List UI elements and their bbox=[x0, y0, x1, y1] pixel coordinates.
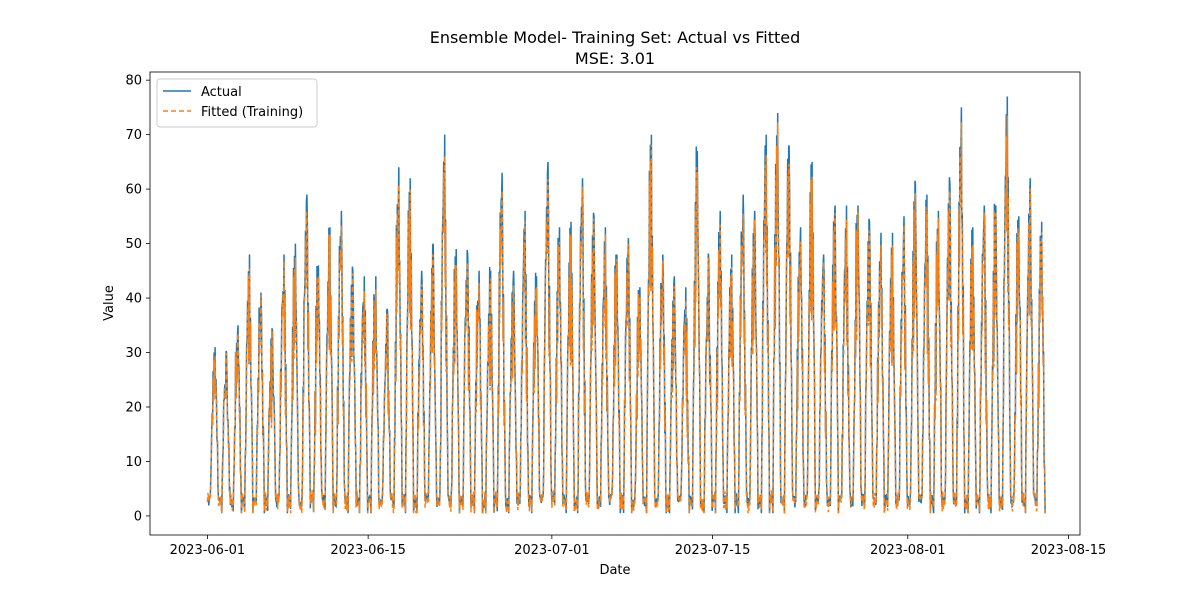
x-tick-label: 2023-06-15 bbox=[330, 543, 406, 558]
x-tick-label: 2023-06-01 bbox=[170, 543, 246, 558]
series-layer bbox=[206, 96, 1046, 514]
y-axis-label: Value bbox=[102, 285, 117, 321]
y-tick-label: 80 bbox=[125, 74, 142, 89]
chart-subtitle: MSE: 3.01 bbox=[575, 49, 655, 68]
y-tick-label: 20 bbox=[125, 400, 142, 415]
y-tick-label: 50 bbox=[125, 237, 142, 252]
x-tick-label: 2023-07-01 bbox=[514, 543, 590, 558]
legend-frame bbox=[156, 78, 318, 128]
y-tick-label: 60 bbox=[125, 183, 142, 198]
plot-frame bbox=[149, 71, 1081, 536]
x-tick-label: 2023-08-01 bbox=[870, 543, 946, 558]
y-tick-label: 70 bbox=[125, 128, 142, 143]
chart-title: Ensemble Model- Training Set: Actual vs … bbox=[430, 28, 801, 47]
legend-label-actual: Actual bbox=[201, 85, 242, 100]
y-tick-label: 0 bbox=[134, 509, 142, 524]
x-axis-label: Date bbox=[599, 563, 630, 578]
x-tick-label: 2023-07-15 bbox=[675, 543, 751, 558]
y-tick-label: 10 bbox=[125, 455, 142, 470]
y-tick-label: 30 bbox=[125, 346, 142, 361]
axes-layer: 0 10 20 30 40 50 60 70 80 2023-06-01 2023-06-15 202… bbox=[125, 71, 1107, 558]
legend: Actual Fitted (Training) bbox=[156, 78, 318, 128]
legend-label-fitted: Fitted (Training) bbox=[201, 105, 303, 120]
x-tick-label: 2023-08-15 bbox=[1031, 543, 1107, 558]
y-tick-label: 40 bbox=[125, 292, 142, 307]
series-line-fitted bbox=[206, 115, 1046, 514]
